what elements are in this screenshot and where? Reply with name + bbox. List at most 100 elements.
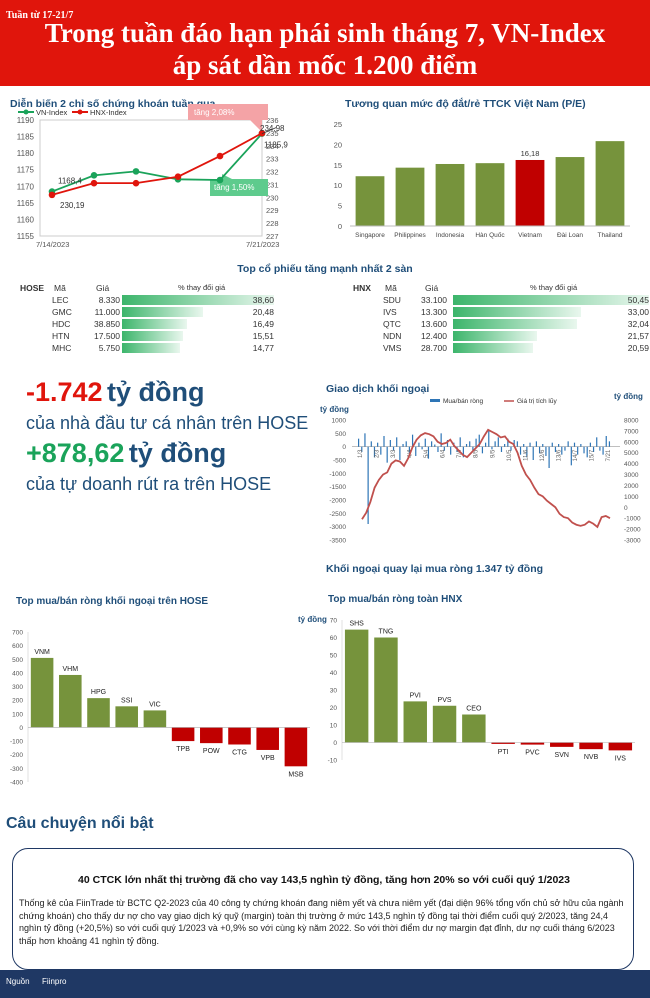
foreign-net-bar <box>405 441 407 447</box>
foreign-net-bar <box>516 441 518 447</box>
foreign-ytick-left: 1000 <box>332 418 347 425</box>
foreign-xtick: 14/7 <box>573 449 579 461</box>
foreign-net-bar <box>529 442 531 447</box>
pe-vietnam-label: 16,18 <box>521 149 540 158</box>
foreign-ytick-left: 500 <box>335 431 346 438</box>
pe-bar <box>355 176 385 226</box>
prop-unit: tỷ đồng <box>128 438 227 468</box>
hnx-index-point <box>258 129 266 137</box>
hnx-col-price: Giá <box>425 283 439 293</box>
hose-foreign-title: Top mua/bán ròng khối ngoại trên HOSE <box>16 595 208 607</box>
gainer-price: 12.400 <box>421 331 447 341</box>
gainer-code: IVS <box>383 307 397 317</box>
foreign-net-bar <box>504 444 506 447</box>
foreign-net-bar <box>605 436 607 447</box>
legend-hnx-label: HNX-Index <box>90 108 127 117</box>
foreign-xtick: 7/21 <box>606 449 612 461</box>
foreign-net-bar <box>548 446 550 468</box>
foreign-xtick: 15/7 <box>589 449 595 461</box>
hose-foreign-bar <box>59 674 82 728</box>
hose-foreign-label: CTG <box>232 750 247 757</box>
foreign-ytick-left: -3000 <box>329 524 346 531</box>
gainer-change: 50,45 <box>627 295 649 305</box>
legend-vn-marker <box>23 109 29 115</box>
foreign-net-bar <box>538 446 541 454</box>
foreign-unit-right: tỷ đồng <box>614 392 643 401</box>
indices-plot-frame <box>39 119 263 237</box>
foreign-ytick-right: -2000 <box>624 527 641 534</box>
hnx-index-point <box>174 173 182 181</box>
indices-ytick-left: 1160 <box>17 215 35 224</box>
indices-ytick-right: 232 <box>266 168 279 177</box>
foreign-caption: Khối ngoại quay lại mua ròng 1.347 tỷ đồ… <box>326 563 544 575</box>
hose-foreign-ytick: 500 <box>12 657 23 664</box>
prop-flow: +878,62 tỷ đồng <box>26 438 226 469</box>
hose-foreign-bar <box>284 727 308 767</box>
hnx-foreign-ytick: -10 <box>328 758 338 765</box>
pe-category-label: Indonesia <box>436 232 465 239</box>
gainer-price: 5.750 <box>98 343 120 353</box>
foreign-net-bar <box>577 446 579 455</box>
gainer-bar <box>122 295 274 305</box>
callout-hnx-shape <box>188 104 268 132</box>
hose-foreign-ytick: -100 <box>10 739 23 746</box>
hnx-foreign-ytick: 30 <box>330 688 338 695</box>
hose-foreign-label: VNM <box>34 649 50 656</box>
foreign-xtick: 12/6 <box>540 449 546 461</box>
foreign-net-bar <box>491 446 493 450</box>
foreign-ytick-right: 7000 <box>624 428 639 435</box>
hose-foreign-ytick: 300 <box>12 684 23 691</box>
foreign-net-bar <box>602 446 604 455</box>
foreign-net-bar <box>573 442 576 447</box>
page-title-line1: Trong tuần đáo hạn phái sinh tháng 7, VN… <box>44 18 606 48</box>
foreign-xtick: 2/3 <box>375 449 381 458</box>
hose-foreign-bar <box>200 727 223 744</box>
gainer-bar <box>122 331 184 341</box>
foreign-ytick-right: 6000 <box>624 439 639 446</box>
hose-foreign-ytick: -300 <box>10 766 23 773</box>
foreign-net-bar <box>421 446 423 450</box>
indices-ytick-left: 1165 <box>17 199 35 208</box>
foreign-ytick-left: -1500 <box>329 484 346 491</box>
callout-vn-shape <box>210 174 268 196</box>
hnx-foreign-ytick: 60 <box>330 635 338 642</box>
week-label: Tuần từ 17-21/7 <box>6 10 74 21</box>
indices-xlabel-start: 7/14/2023 <box>36 240 69 249</box>
foreign-net-bar <box>542 444 544 447</box>
foreign-net-bar <box>373 446 376 458</box>
hnx-foreign-ytick: 20 <box>330 705 338 712</box>
hose-foreign-ytick: 200 <box>12 698 23 705</box>
hnx-gainers-table: HNX Mã Giá % thay đổi giá SDU 33.100 50,45… <box>325 281 650 356</box>
gainer-price: 8.330 <box>98 295 120 305</box>
hnx-foreign-label: IVS <box>615 755 627 762</box>
hnx-foreign-bar <box>374 637 398 743</box>
pe-category-label: Đài Loan <box>557 232 583 239</box>
gainer-bar <box>453 307 582 317</box>
legend-vn-label: VN-Index <box>36 108 68 117</box>
gainer-change: 14,77 <box>252 343 274 353</box>
foreign-net-bar <box>596 437 598 447</box>
foreign-ytick-left: -1000 <box>329 471 346 478</box>
foreign-net-bar <box>418 442 420 447</box>
foreign-net-bar <box>510 446 512 451</box>
foreign-net-bar <box>383 436 385 447</box>
foreign-net-bar <box>608 441 611 447</box>
hose-foreign-label: VHM <box>63 666 79 673</box>
gainer-price: 38.850 <box>94 319 120 329</box>
indices-ytick-right: 231 <box>266 180 279 189</box>
gainer-bar <box>453 331 537 341</box>
hnx-foreign-bar <box>403 701 427 743</box>
foreign-chart-title: Giao dịch khối ngoại <box>326 383 430 395</box>
hnx-index-point <box>132 179 140 187</box>
foreign-net-bar <box>535 441 537 447</box>
pe-bar <box>555 157 585 226</box>
gainer-code: SDU <box>383 295 401 305</box>
hose-foreign-ytick: -200 <box>10 752 23 759</box>
hose-foreign-label: VPB <box>261 755 275 762</box>
foreign-net-bar <box>526 446 528 458</box>
hose-foreign-bar <box>87 698 110 728</box>
hnx-foreign-label: PVI <box>410 692 421 699</box>
foreign-net-bar <box>446 440 449 447</box>
callout-hnx-text: tăng 2,08% <box>194 108 234 117</box>
hnx-foreign-bar <box>608 742 633 751</box>
